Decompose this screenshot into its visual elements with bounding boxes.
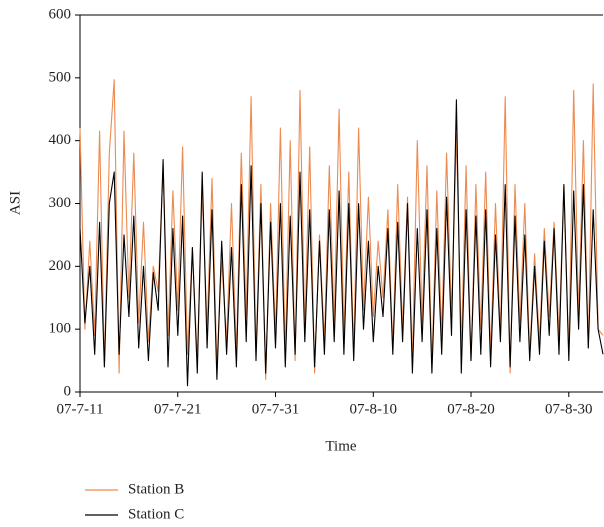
x-tick-label: 07-8-30 bbox=[545, 401, 593, 417]
x-tick-label: 07-7-31 bbox=[252, 401, 300, 417]
legend-label: Station C bbox=[128, 506, 184, 522]
x-tick-label: 07-8-20 bbox=[447, 401, 495, 417]
y-tick-label: 400 bbox=[49, 132, 72, 148]
y-tick-label: 200 bbox=[49, 258, 72, 274]
x-tick-label: 07-7-21 bbox=[154, 401, 202, 417]
y-tick-label: 500 bbox=[49, 69, 72, 85]
legend-label: Station B bbox=[128, 481, 184, 497]
y-tick-label: 600 bbox=[49, 6, 72, 22]
y-tick-label: 100 bbox=[49, 321, 72, 337]
y-tick-label: 0 bbox=[64, 383, 72, 399]
series-line bbox=[79, 79, 604, 380]
x-axis-label: Time bbox=[325, 438, 356, 454]
x-tick-label: 07-8-10 bbox=[350, 401, 398, 417]
y-tick-label: 300 bbox=[49, 195, 72, 211]
x-tick-label: 07-7-11 bbox=[57, 401, 104, 417]
y-axis-label: ASI bbox=[7, 191, 23, 215]
series-line bbox=[79, 99, 604, 387]
